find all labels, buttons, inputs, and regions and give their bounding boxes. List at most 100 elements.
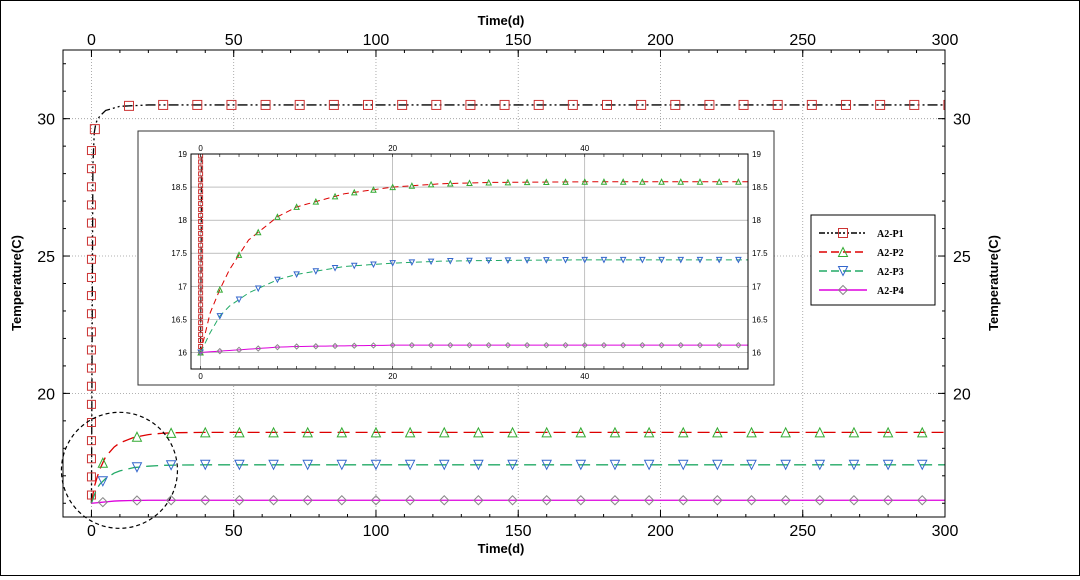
data-point: [260, 99, 271, 110]
data-point: [404, 426, 416, 438]
inset-data-point: [198, 314, 204, 320]
inset-data-point: [427, 180, 435, 188]
y-tick-label-left: 30: [37, 112, 55, 129]
data-point: [124, 100, 135, 111]
data-point: [848, 495, 860, 506]
data-point: [917, 495, 928, 506]
data-point: [643, 426, 655, 438]
inset-data-point: [293, 271, 300, 279]
data-point: [97, 496, 109, 508]
inset-data-point: [715, 178, 723, 185]
inset-data-point: [293, 203, 300, 210]
inset-data-point: [198, 195, 204, 201]
inset-y-tick-label-right: 18.5: [752, 183, 768, 192]
inset-box: [137, 130, 775, 386]
data-point: [86, 399, 96, 409]
data-point: [677, 459, 689, 471]
inset-data-point: [466, 341, 473, 349]
data-point: [916, 426, 928, 438]
inset-data-point: [581, 256, 589, 264]
inset-data-point: [198, 183, 204, 189]
inset-data-point: [639, 178, 646, 185]
data-point: [643, 459, 655, 471]
inset-data-point: [198, 248, 204, 254]
data-point: [131, 462, 143, 473]
data-point: [200, 495, 211, 506]
data-point: [473, 459, 484, 471]
inset-series-markers-A2-P4: [197, 341, 742, 356]
inset-data-point: [658, 178, 665, 185]
data-point: [86, 291, 96, 301]
inset-data-point: [198, 290, 204, 296]
inset-series-line-A2-P3: [200, 259, 748, 353]
inset-data-point: [254, 228, 262, 236]
inset-data-point: [198, 165, 204, 171]
data-point: [882, 459, 894, 471]
x-tick-label-top: 300: [932, 32, 959, 49]
data-point: [499, 99, 510, 110]
data-point: [609, 495, 621, 506]
inset-y-tick-label-right: 17.5: [752, 249, 768, 258]
inset-data-point: [543, 257, 550, 264]
inset-data-point: [523, 341, 531, 349]
inset-data-point: [485, 257, 493, 265]
inset-data-point: [235, 251, 243, 258]
data-point: [86, 218, 96, 228]
data-point: [712, 426, 723, 438]
inset-y-tick-label-right: 18: [752, 216, 761, 225]
x-tick-label-top: 100: [363, 32, 390, 49]
y-tick-label-right: 20: [953, 386, 971, 403]
inset-series-line-A2-P2: [200, 181, 748, 353]
legend-label-A2-P2: A2-P2: [877, 248, 904, 259]
inset-y-tick-label-left: 17.5: [171, 249, 187, 258]
series-line-A2-P3: [90, 464, 945, 504]
data-point: [370, 459, 382, 471]
inset-data-point: [198, 320, 204, 326]
inset-data-point: [198, 177, 204, 183]
inset-data-point: [466, 257, 473, 265]
inset-data-point: [523, 178, 531, 186]
inset-data-point: [198, 224, 204, 230]
inset-data-point: [677, 178, 685, 185]
data-point: [806, 99, 817, 110]
x-tick-label-top: 250: [789, 32, 816, 49]
data-point: [86, 454, 96, 464]
inset-data-point: [274, 276, 281, 284]
data-point: [780, 459, 791, 471]
inset-data-point: [198, 332, 204, 338]
inset-data-point: [198, 230, 204, 236]
data-point: [848, 426, 860, 438]
data-point: [609, 459, 621, 471]
data-point: [541, 426, 552, 438]
data-point: [465, 99, 476, 110]
data-point: [363, 99, 374, 110]
inset-data-point: [198, 344, 204, 350]
data-point: [86, 164, 96, 174]
data-point: [268, 459, 279, 471]
inset-data-point: [562, 341, 569, 349]
inset-data-point: [198, 171, 204, 177]
data-point: [165, 460, 177, 471]
data-point: [916, 459, 928, 471]
legend-label-A2-P4: A2-P4: [877, 286, 904, 297]
data-point: [473, 495, 484, 506]
inset-data-point: [581, 341, 588, 349]
data-point: [882, 495, 894, 506]
inset-data-point: [198, 302, 204, 308]
inset-y-tick-label-left: 18.5: [171, 183, 187, 192]
data-point: [541, 459, 552, 471]
data-point: [567, 99, 578, 110]
data-point: [268, 495, 279, 506]
inset-data-point: [600, 256, 608, 264]
inset-data-point: [562, 178, 569, 185]
inset-data-point: [198, 159, 204, 165]
data-point: [86, 490, 96, 500]
data-point: [86, 254, 96, 264]
x-tick-label-top: 150: [505, 32, 532, 49]
data-point: [533, 99, 544, 110]
data-point: [875, 99, 886, 110]
inset-data-point: [198, 201, 204, 207]
y-tick-label-right: 30: [953, 112, 971, 129]
